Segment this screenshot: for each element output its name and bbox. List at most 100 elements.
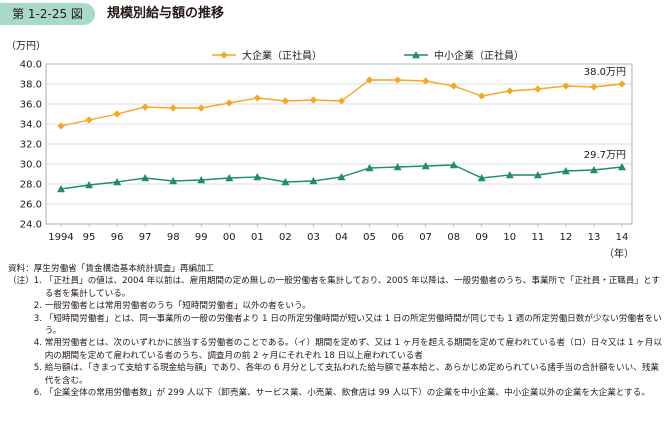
x-tick-label: 06 <box>391 232 404 243</box>
data-point <box>57 122 65 130</box>
data-point <box>220 51 228 59</box>
data-point <box>197 176 206 184</box>
data-point <box>281 178 290 186</box>
data-point <box>225 174 234 182</box>
note-text: 「正社員」の値は、2004 年以前は、雇用期間の定め無しの一般労働者を集計してお… <box>44 276 660 299</box>
x-tick-label: 07 <box>419 232 432 243</box>
note-text: 「短時間労働者」とは、同一事業所の一般の労働者より 1 日の所定労働時間が短い又… <box>44 313 662 337</box>
data-point <box>506 87 514 95</box>
data-point <box>169 177 178 185</box>
x-tick-label: 05 <box>363 232 376 243</box>
data-point <box>422 77 430 85</box>
note-item: 2. 一般労働者とは常用労働者のうち「短時間労働者」以外の者をいう。 <box>8 300 663 312</box>
data-point <box>589 166 598 174</box>
x-tick-label: 02 <box>279 232 292 243</box>
note-item: 6. 「企業全体の常用労働者数」が 299 人以下（卸売業、サービス業、小売業、… <box>8 387 663 399</box>
x-tick-label: 1994 <box>48 232 73 243</box>
data-point <box>337 173 346 181</box>
data-point <box>113 110 121 118</box>
data-point <box>85 116 93 124</box>
figure-header: 第 1-2-25 図 規模別給与額の推移 <box>0 0 670 28</box>
y-tick-label: 38.0 <box>20 80 42 91</box>
series-end-label: 29.7万円 <box>584 150 626 161</box>
data-point <box>197 104 205 112</box>
note-text: 給与額は、「きまって支給する現金給与額」であり、各年の 6 月分として支払われた… <box>44 363 660 386</box>
y-tick-label: 36.0 <box>20 100 42 111</box>
series-end-label: 38.0万円 <box>584 67 626 78</box>
data-point <box>337 97 346 105</box>
data-point <box>450 82 458 90</box>
data-point <box>57 185 65 193</box>
figure-title: 規模別給与額の推移 <box>107 6 225 21</box>
data-point <box>590 83 598 91</box>
note-number: （注）1. <box>8 276 45 287</box>
data-point <box>478 92 486 100</box>
note-number: 5. <box>8 363 45 374</box>
note-item: 5. 給与額は、「きまって支給する現金給与額」であり、各年の 6 月分として支払… <box>8 362 663 387</box>
data-point <box>113 178 122 186</box>
data-point <box>141 103 149 111</box>
note-item: （注）1. 「正社員」の値は、2004 年以前は、雇用期間の定め無しの一般労働者… <box>8 275 663 300</box>
x-tick-label: 95 <box>83 232 96 243</box>
note-text: 「企業全体の常用労働者数」が 299 人以下（卸売業、サービス業、小売業、飲食店… <box>44 388 650 399</box>
x-tick-label: 12 <box>560 232 573 243</box>
data-point <box>281 97 289 105</box>
data-point <box>169 104 177 112</box>
data-point <box>309 96 318 104</box>
data-point <box>309 177 318 185</box>
legend-label: 大企業（正社員） <box>242 49 322 62</box>
note-number: 6. <box>8 388 45 399</box>
x-tick-label: 08 <box>447 232 460 243</box>
note-text: 常用労働者とは、次のいずれかに該当する労働者のことである。（イ）期間を定めず、又… <box>44 338 662 361</box>
y-tick-label: 34.0 <box>20 120 42 131</box>
x-axis-label: （年） <box>604 247 634 260</box>
x-tick-label: 04 <box>335 232 348 243</box>
data-point <box>618 80 626 88</box>
note-item: 3. 「短時間労働者」とは、同一事業所の一般の労働者より 1 日の所定労働時間が… <box>8 313 663 338</box>
y-tick-label: 24.0 <box>20 220 42 231</box>
x-tick-label: 99 <box>195 232 208 243</box>
notes-section: 資料：厚生労働省「賃金構造基本統計調査」再編加工 （注）1. 「正社員」の値は、… <box>8 263 663 399</box>
data-point <box>412 51 420 59</box>
series-large-enterprise: 38.0万円 <box>57 67 626 130</box>
figure-number: 第 1-2-25 図 <box>0 3 95 25</box>
legend-item: 中小企業（正社員） <box>404 49 524 62</box>
x-tick-label: 03 <box>307 232 320 243</box>
note-number: 4. <box>8 338 45 349</box>
data-point <box>225 99 233 107</box>
note-number: 2. <box>8 301 45 312</box>
x-tick-label: 11 <box>531 232 544 243</box>
legend-item: 大企業（正社員） <box>212 49 322 62</box>
series-sme: 29.7万円 <box>57 150 626 193</box>
line-chart: 24.0 26.0 28.0 30.0 32.0 34.0 36.0 38.0 40.0 （万円）… <box>6 40 634 260</box>
data-point <box>561 167 570 175</box>
data-point <box>394 76 402 84</box>
x-tick-label: 10 <box>503 232 516 243</box>
data-point <box>85 181 94 189</box>
data-point <box>365 164 374 172</box>
data-point <box>534 85 542 93</box>
data-point <box>253 173 262 181</box>
y-tick-label: 32.0 <box>20 140 42 151</box>
x-tick-label: 98 <box>167 232 180 243</box>
x-tick-label: 09 <box>475 232 488 243</box>
legend-label: 中小企業（正社員） <box>434 49 524 62</box>
data-point <box>421 162 430 170</box>
data-point <box>141 174 150 182</box>
data-point <box>449 161 458 169</box>
x-tick-label: 00 <box>223 232 236 243</box>
source-note: 資料：厚生労働省「賃金構造基本統計調査」再編加工 <box>8 264 215 274</box>
data-point <box>253 94 261 102</box>
data-point <box>505 171 514 179</box>
x-tick-label: 13 <box>588 232 601 243</box>
x-tick-label: 96 <box>111 232 124 243</box>
data-point <box>533 171 542 179</box>
x-tick-label: 97 <box>139 232 152 243</box>
note-number: 3. <box>8 313 45 324</box>
x-tick-label: 14 <box>616 232 629 243</box>
data-point <box>562 82 570 90</box>
y-tick-label: 40.0 <box>20 60 42 71</box>
y-tick-label: 26.0 <box>20 200 42 211</box>
x-tick-label: 01 <box>251 232 264 243</box>
y-tick-label: 28.0 <box>20 180 42 191</box>
